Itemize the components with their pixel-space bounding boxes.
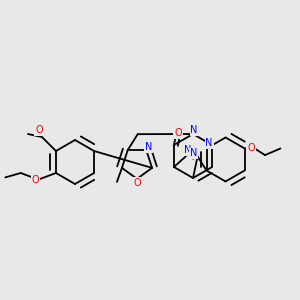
Text: N: N (145, 142, 152, 152)
Text: O: O (248, 143, 255, 154)
Text: O: O (35, 125, 43, 135)
Text: N: N (184, 145, 191, 155)
Text: N: N (190, 148, 198, 158)
Text: O: O (133, 178, 141, 188)
Text: N: N (190, 125, 198, 135)
Text: N: N (206, 138, 213, 148)
Text: O: O (174, 128, 182, 138)
Text: O: O (32, 175, 39, 184)
